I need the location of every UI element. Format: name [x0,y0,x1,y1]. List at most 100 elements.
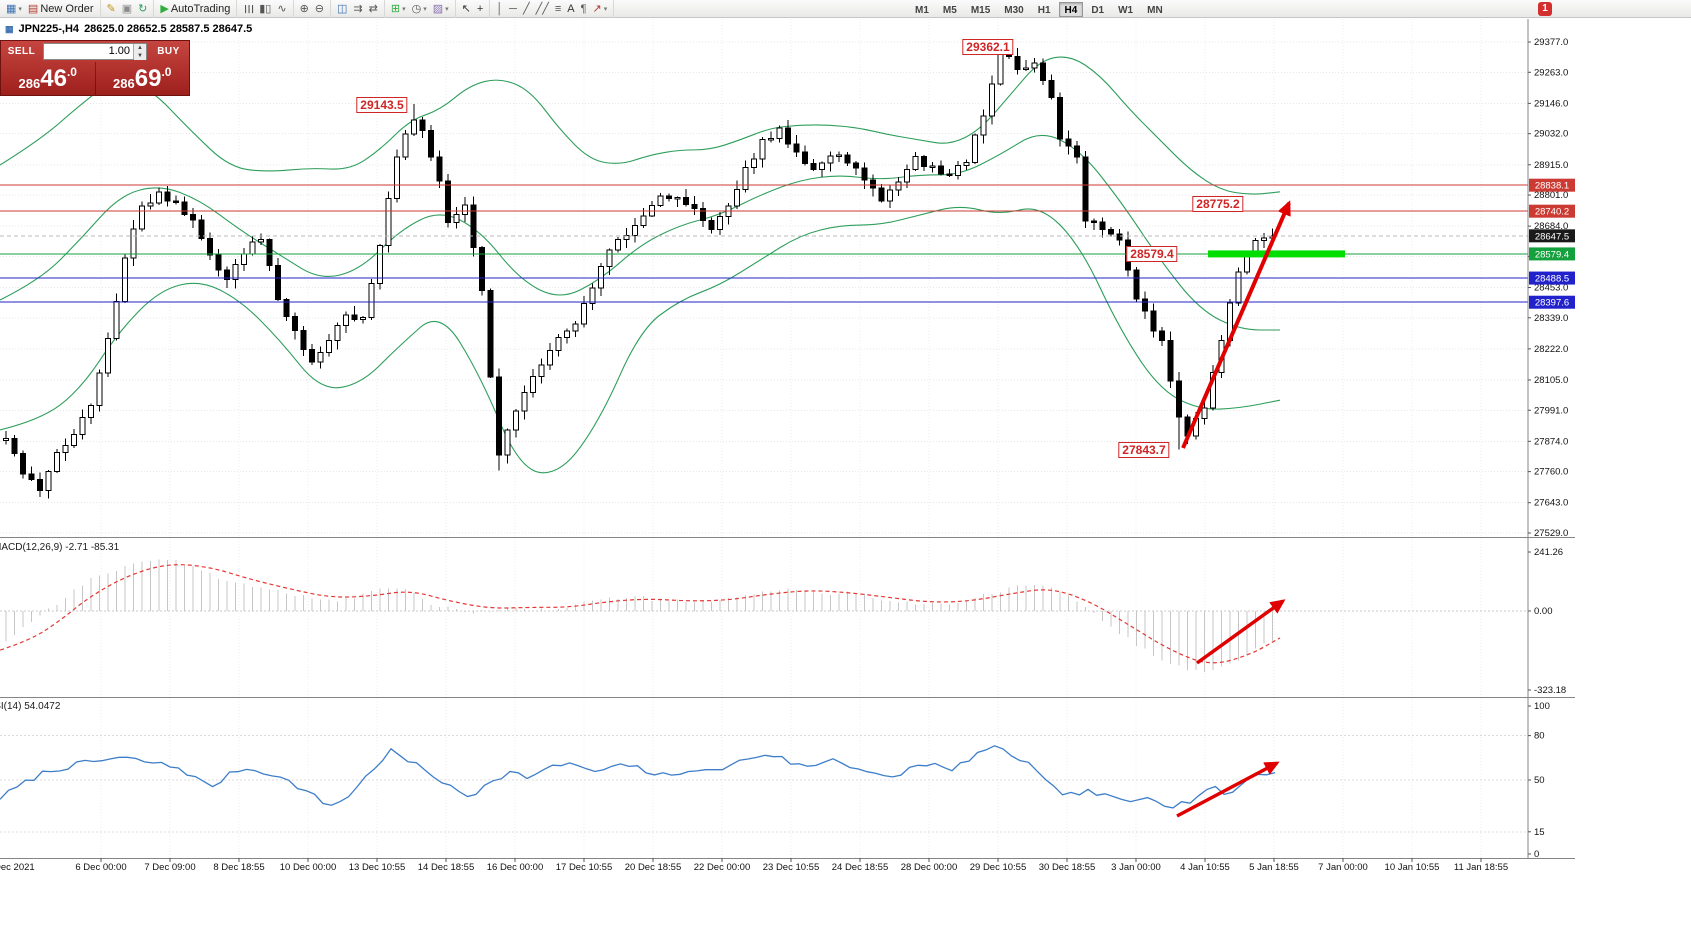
price-tag [1529,271,1575,285]
lot-size-field[interactable]: 1.00 ▲ ▼ [43,43,147,60]
metaeditor-icon: ✎ [106,2,116,15]
periods-icon-caret[interactable]: ▾ [423,5,427,13]
sell-price-suffix: .0 [66,65,77,79]
timeframe-m5-button[interactable]: M5 [942,4,957,16]
shapes-icon[interactable]: ↗ ▾ [590,1,611,17]
new-order-button[interactable]: ▤ New Order [25,1,97,17]
buy-price[interactable]: 286 69.0 [96,62,190,95]
text-label-icon[interactable]: ¶ [578,1,590,17]
chart-canvas[interactable]: 29377.0 29263.0 29146.0 29032.0 28915.0 28801… [0,18,1691,940]
zoom-out-icon[interactable]: ⊖ [312,1,327,17]
horizontal-level-lines[interactable] [0,184,1528,303]
text-icon[interactable]: A [564,1,577,17]
zoom-in-icon[interactable]: ⊕ [297,1,312,17]
buy-price-prefix: 286 [113,76,135,91]
time-axis-label: 28 Dec 00:00 [901,862,958,873]
new-chart-icon[interactable]: ▦ ▾ [3,1,25,17]
time-axis-label: 8 Dec 18:55 [213,862,264,873]
time-axis[interactable]: Dec 2021 6 Dec 00:00 7 Dec 09:00 8 Dec 18:5… [0,858,1508,873]
buy-button[interactable]: BUY [148,41,189,62]
new-chart-icon-caret[interactable]: ▾ [18,5,22,13]
time-axis-label: 13 Dec 10:55 [349,862,406,873]
one-click-trading-panel: SELL 1.00 ▲ ▼ BUY 286 46.0 286 69.0 [0,40,190,96]
print-icon[interactable]: ▣ [119,1,135,17]
price-tag [1529,247,1575,261]
price-annotation-label[interactable]: 28775.2 [1192,196,1244,212]
sell-button[interactable]: SELL [1,41,42,62]
fibonacci-icon[interactable]: ≡ [552,1,564,17]
vertical-line-icon[interactable]: │ [493,1,506,17]
chart-shift-icon[interactable]: ⇄ [366,1,381,17]
shapes-icon-caret[interactable]: ▾ [603,5,608,13]
timeframe-h4-button[interactable]: H4 [1058,1,1084,17]
candlestick-chart-icon[interactable]: ▮▯ [256,1,274,17]
price-tag-label: 28488.5 [1535,274,1569,285]
cursor-icon[interactable]: ↖ [459,1,474,17]
cursor-icon: ↖ [461,2,471,15]
new-chart-icon: ▦ [6,2,17,15]
timeframe-toolbar: M1 M5 M15 M30 H1 H4 D1 W1 MN [905,0,1173,18]
chart-symbol-period: JPN225-,H4 [18,23,80,35]
indicators-icon-caret[interactable]: ▾ [402,5,406,13]
trendline-icon[interactable]: ╱ [520,1,533,17]
macd-axis-label: -323.18 [1534,685,1566,696]
sell-price[interactable]: 286 46.0 [1,62,96,95]
price-annotation-label[interactable]: 29362.1 [962,39,1014,55]
lot-size-value[interactable]: 1.00 [108,45,130,57]
refresh-icon[interactable]: ↻ [135,1,150,17]
sell-price-big-digits: 46 [40,64,67,92]
time-axis-label: 6 Dec 00:00 [75,862,126,873]
time-axis-label: 10 Dec 00:00 [280,862,337,873]
price-annotation-label[interactable]: 28579.4 [1126,246,1178,262]
time-axis-label: 20 Dec 18:55 [625,862,682,873]
tile-windows-icon[interactable]: ◫ [334,1,350,17]
indicators-icon[interactable]: ⊞ ▾ [388,1,409,17]
price-annotation-label[interactable]: 27843.7 [1118,442,1170,458]
rsi-axis-label: 100 [1534,701,1550,712]
channel-icon[interactable]: ╱╱ [533,1,552,17]
price-axis-label: 29146.0 [1534,98,1568,109]
highlighted-level-segment[interactable] [1208,250,1345,258]
trend-arrow[interactable] [1181,200,1291,449]
periods-icon[interactable]: ◷ ▾ [409,1,430,17]
metaeditor-icon[interactable]: ✎ [104,1,119,17]
horizontal-line-icon[interactable]: ─ [506,1,520,17]
price-axis-label: 27643.0 [1534,498,1568,509]
sell-price-prefix: 286 [18,76,41,91]
timeframe-mn-button[interactable]: MN [1147,4,1163,16]
templates-icon-caret[interactable]: ▾ [445,5,449,13]
buy-price-big-digits: 69 [134,64,162,92]
timeframe-m15-button[interactable]: M15 [970,4,991,16]
rsi-trend-arrow[interactable] [1176,761,1280,818]
timeframe-h1-button[interactable]: H1 [1037,4,1051,16]
timeframe-m30-button[interactable]: M30 [1004,4,1024,16]
lot-increase-button[interactable]: ▲ [134,44,146,52]
bar-chart-icon: ☰ [242,3,255,14]
price-tag [1529,229,1575,243]
timeframe-d1-button[interactable]: D1 [1091,4,1105,16]
price-axis[interactable]: 29377.0 29263.0 29146.0 29032.0 28915.0 28801… [1528,37,1575,539]
time-axis-label: 10 Jan 10:55 [1385,862,1440,873]
lot-decrease-button[interactable]: ▼ [134,52,146,60]
rsi-axis-label: 15 [1534,827,1545,838]
crosshair-icon[interactable]: + [474,1,486,17]
rsi-line [0,745,1276,809]
auto-scroll-icon[interactable]: ⇉ [350,1,365,17]
price-tag-label: 28838.1 [1535,181,1569,192]
sell-button-label: SELL [7,46,36,57]
autotrading-button: ▶ [160,2,169,15]
timeframe-m1-button[interactable]: M1 [915,4,929,16]
autotrading-button[interactable]: ▶ AutoTrading [157,1,233,17]
price-axis-label: 29263.0 [1534,67,1568,78]
timeframe-w1-button[interactable]: W1 [1118,4,1134,16]
zoom-out-icon: ⊖ [314,2,324,15]
time-axis-label: 7 Jan 00:00 [1318,862,1368,873]
templates-icon[interactable]: ▨ ▾ [430,1,452,17]
price-annotation-label[interactable]: 29143.5 [356,97,408,113]
line-chart-icon[interactable]: ∿ [274,1,289,17]
macd-trend-arrow[interactable] [1195,599,1286,665]
bar-chart-icon[interactable]: ☰ [240,1,256,17]
notification-badge[interactable]: 1 [1538,2,1552,16]
time-axis-label: 4 Jan 10:55 [1180,862,1230,873]
rsi-axis-label: 80 [1534,731,1545,742]
